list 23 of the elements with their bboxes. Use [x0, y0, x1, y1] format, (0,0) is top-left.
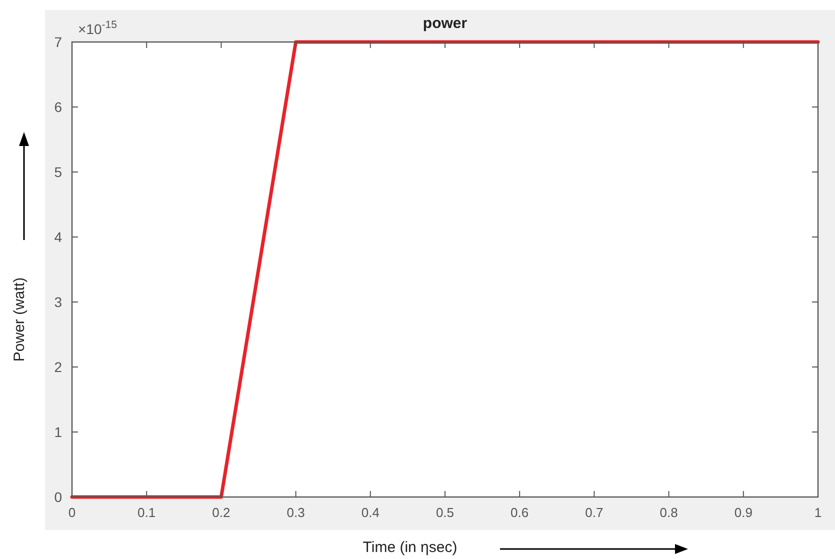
y-tick-label: 2: [54, 359, 62, 375]
x-tick-label: 0.8: [660, 505, 678, 520]
x-tick-label: 0.1: [138, 505, 156, 520]
x-tick-label: 0.3: [286, 505, 305, 520]
x-tick-label: 0.5: [436, 505, 454, 520]
y-tick-label: 1: [54, 424, 62, 440]
x-tick-label: 0.4: [361, 505, 380, 520]
y-tick-label: 4: [54, 229, 62, 245]
y-tick-label: 7: [54, 34, 62, 50]
x-axis-title: Time (in ηsec): [362, 539, 458, 556]
y-tick-label: 0: [54, 489, 62, 505]
x-tick-label: 0.2: [212, 505, 230, 520]
y-tick-label: 3: [54, 294, 62, 310]
x-tick-label: 0.6: [510, 505, 529, 520]
x-tick-label: 0.9: [734, 505, 752, 520]
y-axis-title: Power (watt): [11, 277, 28, 362]
y-tick-label: 6: [54, 99, 62, 115]
text: ×10$^{-15}$: [78, 19, 118, 37]
x-tick-label: 0.7: [585, 505, 604, 520]
x-tick-label: 0: [68, 505, 76, 520]
y-tick-label: 5: [54, 164, 62, 180]
x-tick-label: 1: [814, 505, 822, 520]
chart-title: power: [422, 15, 468, 32]
